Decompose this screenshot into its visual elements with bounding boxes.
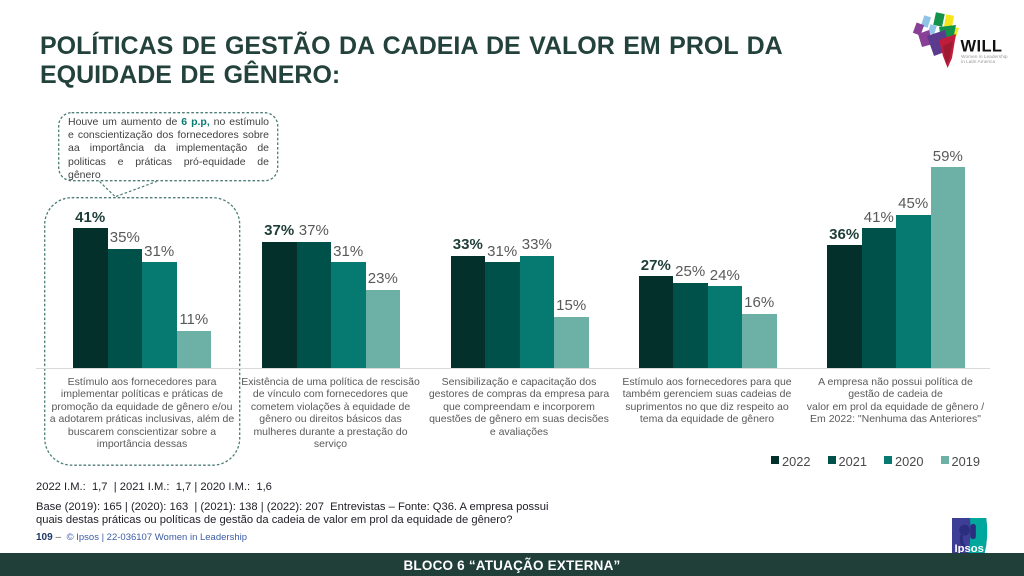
svg-text:Women in Leadership: Women in Leadership: [961, 54, 1008, 60]
svg-text:Ipsos: Ipsos: [955, 543, 984, 554]
svg-text:in Latin America: in Latin America: [961, 59, 995, 65]
svg-text:WILL: WILL: [961, 38, 1003, 56]
